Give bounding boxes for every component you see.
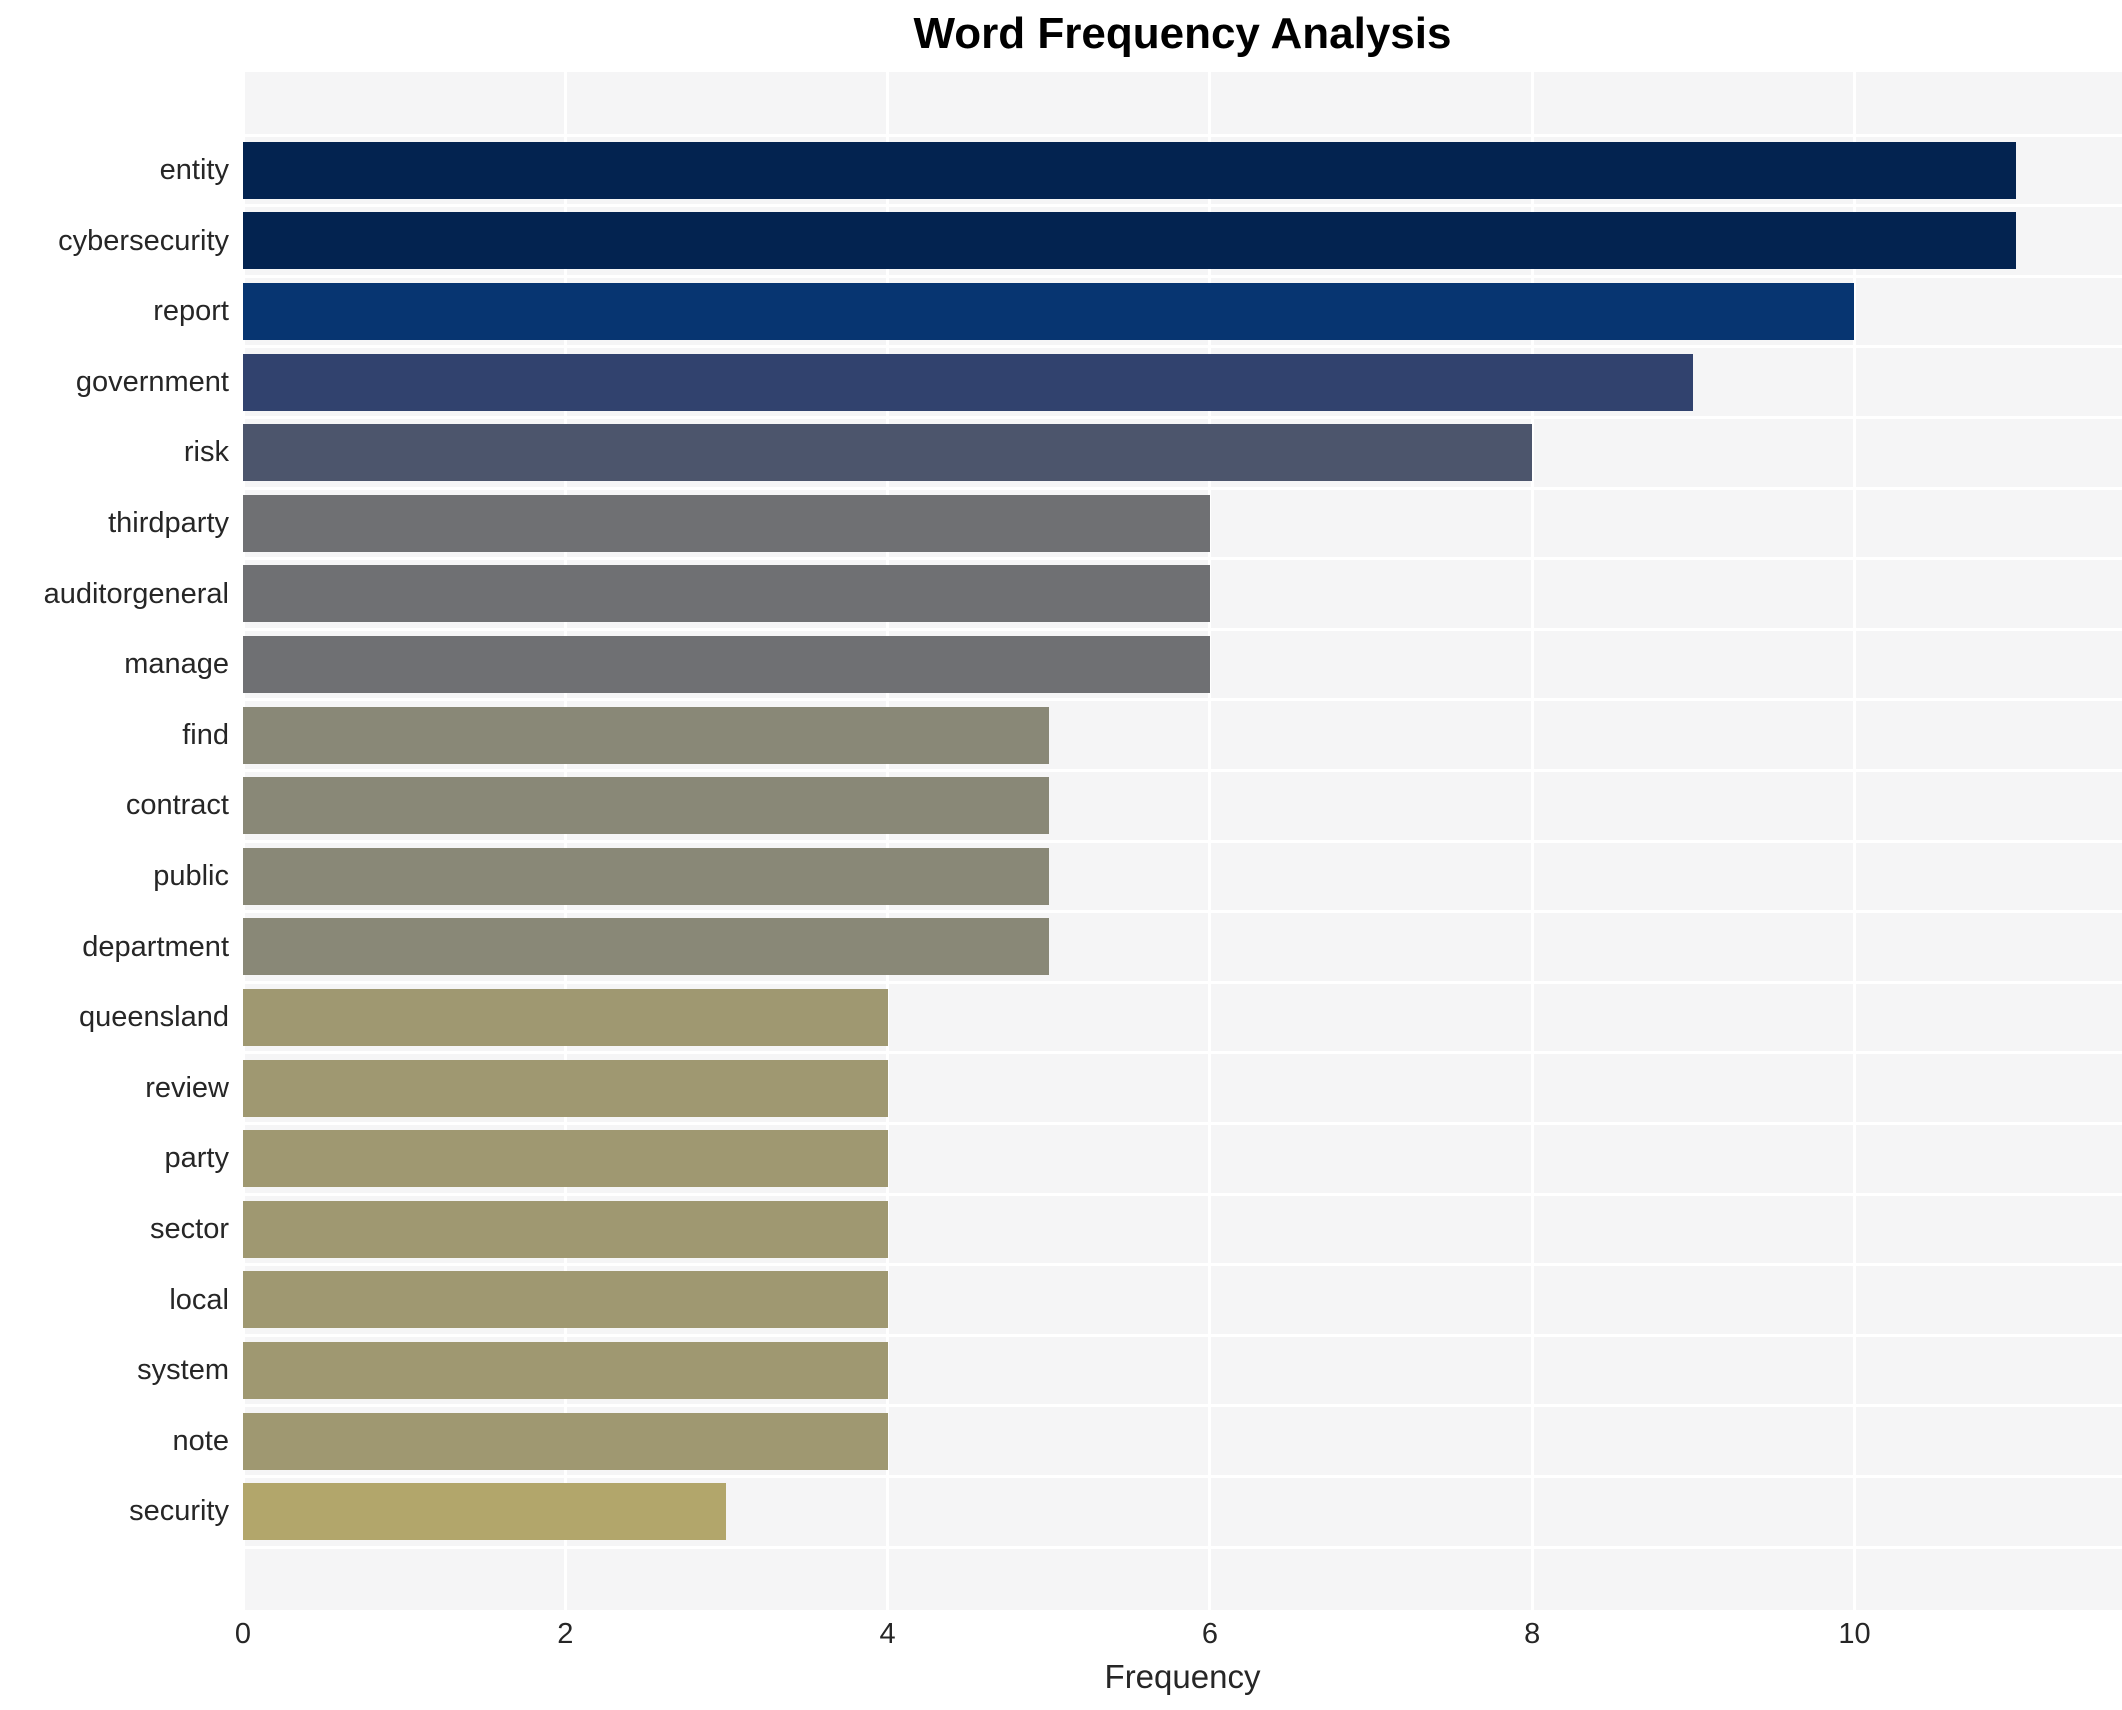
- category-label-review: review: [145, 1071, 229, 1104]
- horizontal-gridline: [243, 345, 2122, 349]
- horizontal-gridline: [243, 1263, 2122, 1267]
- horizontal-gridline: [243, 274, 2122, 278]
- bar-thirdparty: [243, 494, 1210, 552]
- horizontal-gridline: [243, 980, 2122, 984]
- x-tick-label-0: 0: [234, 1618, 252, 1650]
- category-label-note: note: [172, 1424, 229, 1457]
- category-label-department: department: [82, 930, 229, 963]
- bar-queensland: [243, 989, 888, 1046]
- category-label-risk: risk: [183, 436, 229, 469]
- bar-contract: [243, 777, 1049, 835]
- bar-sector: [243, 1200, 888, 1258]
- x-tick-label-6: 6: [1201, 1618, 1218, 1650]
- bar-note: [243, 1412, 888, 1470]
- bar-department: [243, 918, 1049, 976]
- category-label-manage: manage: [124, 648, 229, 681]
- bar-find: [243, 706, 1049, 764]
- horizontal-gridline: [243, 1051, 2122, 1055]
- horizontal-gridline: [243, 415, 2122, 419]
- bar-review: [243, 1059, 888, 1117]
- x-tick-label-4: 4: [879, 1618, 896, 1650]
- category-label-thirdparty: thirdparty: [108, 507, 229, 539]
- category-label-security: security: [129, 1495, 229, 1528]
- horizontal-gridline: [243, 557, 2122, 561]
- category-label-entity: entity: [159, 154, 229, 186]
- category-label-system: system: [137, 1354, 229, 1387]
- category-label-local: local: [169, 1283, 229, 1316]
- category-label-government: government: [75, 365, 229, 398]
- category-label-find: find: [182, 718, 229, 751]
- horizontal-gridline: [243, 1404, 2122, 1408]
- bar-manage: [243, 636, 1210, 693]
- bar-cybersecurity: [243, 212, 2016, 270]
- horizontal-gridline: [243, 486, 2122, 490]
- horizontal-gridline: [243, 1121, 2122, 1125]
- horizontal-gridline: [243, 768, 2122, 772]
- category-label-report: report: [153, 295, 229, 328]
- horizontal-gridline: [243, 627, 2122, 631]
- category-label-cybersecurity: cybersecurity: [58, 224, 229, 257]
- x-axis-label: Frequency: [1104, 1658, 1261, 1695]
- horizontal-gridline: [243, 1192, 2122, 1196]
- bar-auditorgeneral: [243, 565, 1210, 623]
- horizontal-gridline: [243, 1474, 2122, 1478]
- category-label-auditorgeneral: auditorgeneral: [43, 577, 229, 610]
- bar-government: [243, 353, 1694, 411]
- plot-area: [241, 72, 2122, 1610]
- category-label-public: public: [153, 860, 229, 892]
- horizontal-gridline: [243, 204, 2122, 208]
- horizontal-gridline: [243, 133, 2122, 137]
- category-label-sector: sector: [150, 1213, 229, 1245]
- category-label-party: party: [164, 1142, 229, 1175]
- bar-local: [243, 1271, 888, 1329]
- bar-party: [243, 1130, 888, 1188]
- bar-system: [243, 1342, 888, 1399]
- horizontal-gridline: [243, 910, 2122, 914]
- x-tick-label-8: 8: [1524, 1618, 1541, 1650]
- bar-report: [243, 283, 1855, 340]
- chart-title: Word Frequency Analysis: [913, 9, 1452, 58]
- horizontal-gridline: [243, 839, 2122, 843]
- horizontal-gridline: [243, 1333, 2122, 1337]
- category-label-contract: contract: [125, 789, 229, 822]
- horizontal-gridline: [243, 1545, 2122, 1549]
- bar-entity: [243, 141, 2016, 199]
- x-tick-label-2: 2: [557, 1618, 574, 1650]
- category-label-queensland: queensland: [79, 1001, 229, 1034]
- bar-public: [243, 847, 1049, 905]
- bar-security: [243, 1483, 727, 1541]
- horizontal-gridline: [243, 698, 2122, 702]
- x-tick-label-10: 10: [1838, 1618, 1871, 1650]
- bar-risk: [243, 424, 1533, 482]
